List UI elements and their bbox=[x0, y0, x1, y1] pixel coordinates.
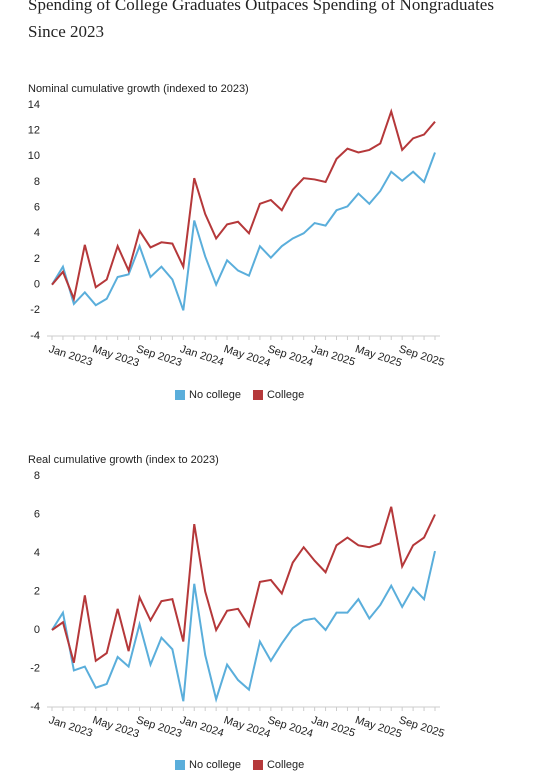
y-tick-label: -4 bbox=[30, 330, 40, 342]
x-tick-label: Jan 2025 bbox=[310, 343, 357, 368]
x-tick-label: Sep 2025 bbox=[397, 343, 446, 369]
legend-label: No college bbox=[189, 389, 241, 401]
x-tick-label: May 2025 bbox=[354, 343, 404, 369]
legend-label: No college bbox=[189, 759, 241, 771]
page-title: Spending of College Graduates Outpaces S… bbox=[28, 0, 494, 41]
x-tick-label: May 2025 bbox=[354, 714, 404, 740]
series-line bbox=[51, 152, 436, 311]
x-tick-label: Sep 2024 bbox=[266, 714, 315, 740]
x-tick-label: May 2023 bbox=[91, 343, 141, 369]
y-tick-label: 6 bbox=[34, 202, 40, 214]
legend-swatch bbox=[252, 390, 263, 400]
y-tick-label: 4 bbox=[34, 227, 40, 239]
x-tick-label: Sep 2025 bbox=[397, 714, 446, 740]
y-tick-label: -4 bbox=[30, 701, 40, 713]
y-tick-label: 8 bbox=[34, 470, 40, 482]
x-tick-label: Jan 2024 bbox=[178, 343, 225, 368]
chart-subtitle: Real cumulative growth (index to 2023) bbox=[28, 454, 219, 466]
y-tick-label: 14 bbox=[28, 99, 40, 111]
y-tick-label: 8 bbox=[34, 176, 40, 188]
y-tick-label: -2 bbox=[30, 304, 40, 316]
chart-subtitle: Nominal cumulative growth (indexed to 20… bbox=[28, 83, 249, 95]
x-tick-label: May 2024 bbox=[222, 714, 272, 740]
legend-label: College bbox=[267, 389, 304, 401]
x-tick-label: Sep 2023 bbox=[135, 343, 184, 369]
series-line bbox=[51, 506, 436, 663]
legend-label: College bbox=[267, 759, 304, 771]
y-tick-label: 2 bbox=[34, 585, 40, 597]
legend-swatch bbox=[175, 390, 185, 400]
x-tick-label: Jan 2023 bbox=[47, 714, 94, 739]
y-tick-label: -2 bbox=[30, 662, 40, 674]
y-tick-label: 10 bbox=[28, 150, 40, 162]
x-tick-label: May 2024 bbox=[222, 343, 272, 369]
y-tick-label: 4 bbox=[34, 547, 40, 559]
x-tick-label: Sep 2024 bbox=[266, 343, 315, 369]
legend-swatch bbox=[175, 760, 185, 770]
y-tick-label: 2 bbox=[34, 253, 40, 265]
x-tick-label: Jan 2024 bbox=[178, 714, 225, 739]
y-tick-label: 0 bbox=[34, 624, 40, 636]
x-tick-label: Jan 2025 bbox=[310, 714, 357, 739]
series-line bbox=[51, 108, 436, 303]
y-tick-label: 6 bbox=[34, 508, 40, 520]
y-tick-label: 0 bbox=[34, 279, 40, 291]
y-tick-label: 12 bbox=[28, 125, 40, 137]
x-tick-label: May 2023 bbox=[91, 714, 141, 740]
legend-swatch bbox=[252, 760, 263, 770]
x-tick-label: Jan 2023 bbox=[47, 343, 94, 368]
series-line bbox=[51, 550, 436, 703]
x-tick-label: Sep 2023 bbox=[135, 714, 184, 740]
